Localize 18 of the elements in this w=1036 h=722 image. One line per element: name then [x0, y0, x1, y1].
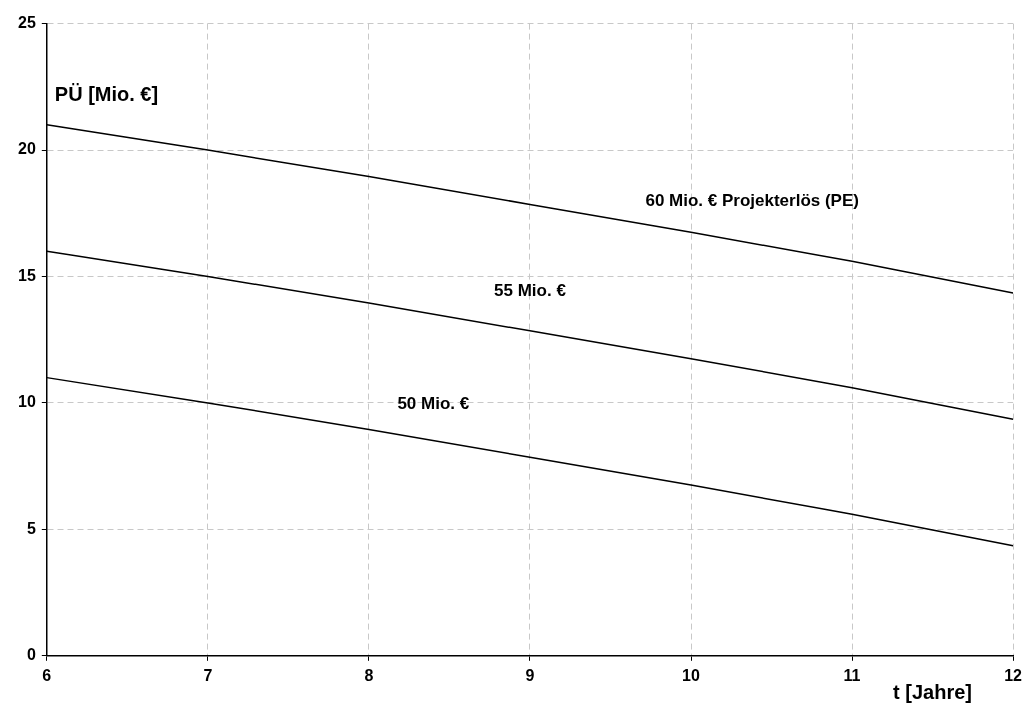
x-tick-label: 10	[682, 666, 700, 684]
x-tick-label: 9	[525, 666, 535, 684]
y-tick-label: 5	[26, 519, 36, 537]
y-tick-label: 20	[18, 140, 36, 158]
x-tick-label: 12	[1004, 666, 1023, 684]
y-tick-label: 15	[18, 266, 36, 284]
x-tick-label: 11	[843, 666, 861, 684]
x-tick-label: 7	[203, 666, 213, 684]
y-tick-label: 0	[26, 646, 36, 664]
y-tick-label: 25	[18, 14, 36, 32]
x-tick-label: 8	[364, 666, 374, 684]
x-axis-title: t [Jahre]	[893, 681, 973, 704]
series-label: 60 Mio. € Projekterlös (PE)	[645, 190, 859, 210]
series-label: 55 Mio. €	[494, 280, 567, 300]
x-tick-label: 6	[42, 666, 52, 684]
series-label: 50 Mio. €	[397, 394, 470, 414]
y-axis-title: PÜ [Mio. €]	[54, 83, 159, 106]
y-tick-label: 10	[18, 393, 36, 411]
